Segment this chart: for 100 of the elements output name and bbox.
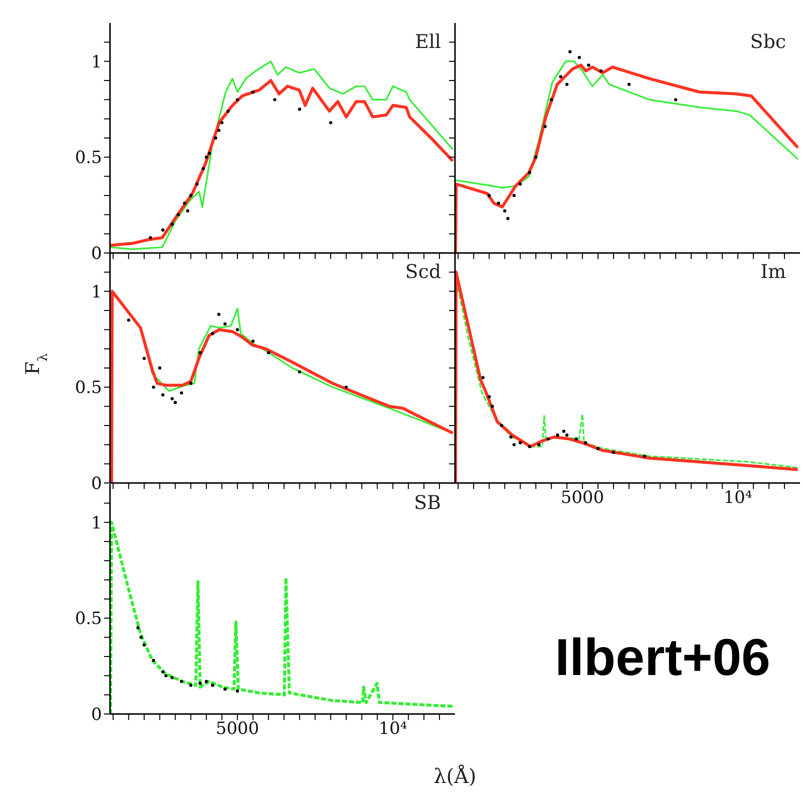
- point: [578, 56, 581, 60]
- point: [674, 98, 678, 102]
- point: [596, 446, 600, 450]
- point: [518, 441, 522, 444]
- point: [161, 670, 164, 674]
- point: [528, 444, 532, 448]
- point: [565, 82, 568, 86]
- point: [158, 366, 162, 370]
- point: [189, 684, 192, 687]
- point: [298, 108, 302, 111]
- point: [142, 643, 146, 647]
- point: [496, 202, 500, 205]
- point: [164, 674, 168, 678]
- point: [544, 124, 547, 128]
- point: [161, 228, 164, 232]
- text: Ilbert+06: [555, 628, 770, 688]
- point: [152, 386, 156, 389]
- point: [481, 376, 485, 380]
- chart-title: Im: [757, 261, 789, 283]
- point: [273, 98, 276, 102]
- y-tick-label: 0.5: [74, 609, 102, 630]
- chart-title: Scd: [402, 261, 444, 283]
- point: [195, 182, 199, 186]
- point: [220, 121, 224, 124]
- point: [488, 395, 491, 398]
- point: [509, 435, 513, 439]
- y-tick-label: 0: [91, 705, 102, 726]
- point: [550, 98, 553, 102]
- point: [176, 213, 180, 216]
- point: [136, 626, 140, 630]
- point: [537, 443, 541, 446]
- point: [217, 312, 220, 316]
- point: [512, 194, 516, 198]
- point: [518, 182, 522, 186]
- point: [217, 128, 220, 132]
- point: [210, 684, 214, 687]
- y-tick-label: 0.5: [74, 148, 102, 168]
- point: [266, 351, 270, 354]
- x-tick-label: 5000: [216, 719, 260, 740]
- x-tick-label: 5000: [560, 488, 604, 508]
- point: [210, 332, 214, 336]
- point: [490, 404, 494, 408]
- point: [488, 194, 491, 198]
- point: [127, 318, 130, 322]
- point: [251, 90, 255, 94]
- point: [584, 441, 588, 444]
- chart-title: SB: [411, 492, 444, 514]
- point: [202, 167, 205, 170]
- point: [642, 454, 646, 458]
- point: [512, 443, 516, 446]
- point: [503, 209, 506, 212]
- point: [329, 121, 332, 124]
- point: [148, 236, 152, 240]
- point: [226, 110, 230, 113]
- point: [174, 400, 177, 404]
- point: [142, 356, 146, 360]
- point: [204, 680, 208, 684]
- point: [587, 64, 590, 67]
- point: [574, 437, 578, 441]
- point: [546, 437, 550, 441]
- point: [534, 156, 538, 159]
- point: [559, 75, 562, 78]
- y-tick-label: 0: [91, 244, 102, 264]
- point: [152, 658, 156, 662]
- point: [344, 386, 348, 389]
- point: [612, 450, 616, 454]
- point: [198, 682, 202, 685]
- y-tick-label: 1: [91, 513, 102, 534]
- point: [223, 322, 227, 326]
- point: [170, 397, 174, 400]
- chart-title: Sbc: [747, 31, 789, 53]
- point: [208, 152, 212, 155]
- point: [565, 433, 568, 437]
- point: [506, 216, 510, 220]
- y-tick-label: 1: [91, 52, 102, 72]
- y-tick-label: 0: [91, 474, 102, 494]
- x-tick-label: 10⁴: [724, 488, 752, 508]
- point: [627, 82, 631, 86]
- point: [562, 430, 566, 433]
- point: [186, 209, 190, 212]
- point: [528, 170, 532, 174]
- point: [198, 351, 202, 354]
- x-tick-label: 10⁴: [378, 719, 408, 740]
- point: [251, 340, 255, 343]
- point: [182, 202, 186, 205]
- point: [180, 680, 184, 684]
- point: [139, 636, 143, 639]
- point: [556, 433, 560, 437]
- point: [236, 328, 240, 332]
- point: [204, 156, 208, 159]
- point: [223, 687, 227, 691]
- point: [568, 50, 572, 54]
- point: [236, 689, 240, 693]
- chart-title: Ell: [412, 31, 444, 53]
- point: [189, 194, 192, 198]
- point: [180, 391, 184, 395]
- x-axis-title: λ(Å): [432, 764, 478, 788]
- point: [170, 676, 174, 680]
- point: [500, 424, 504, 428]
- point: [599, 69, 603, 73]
